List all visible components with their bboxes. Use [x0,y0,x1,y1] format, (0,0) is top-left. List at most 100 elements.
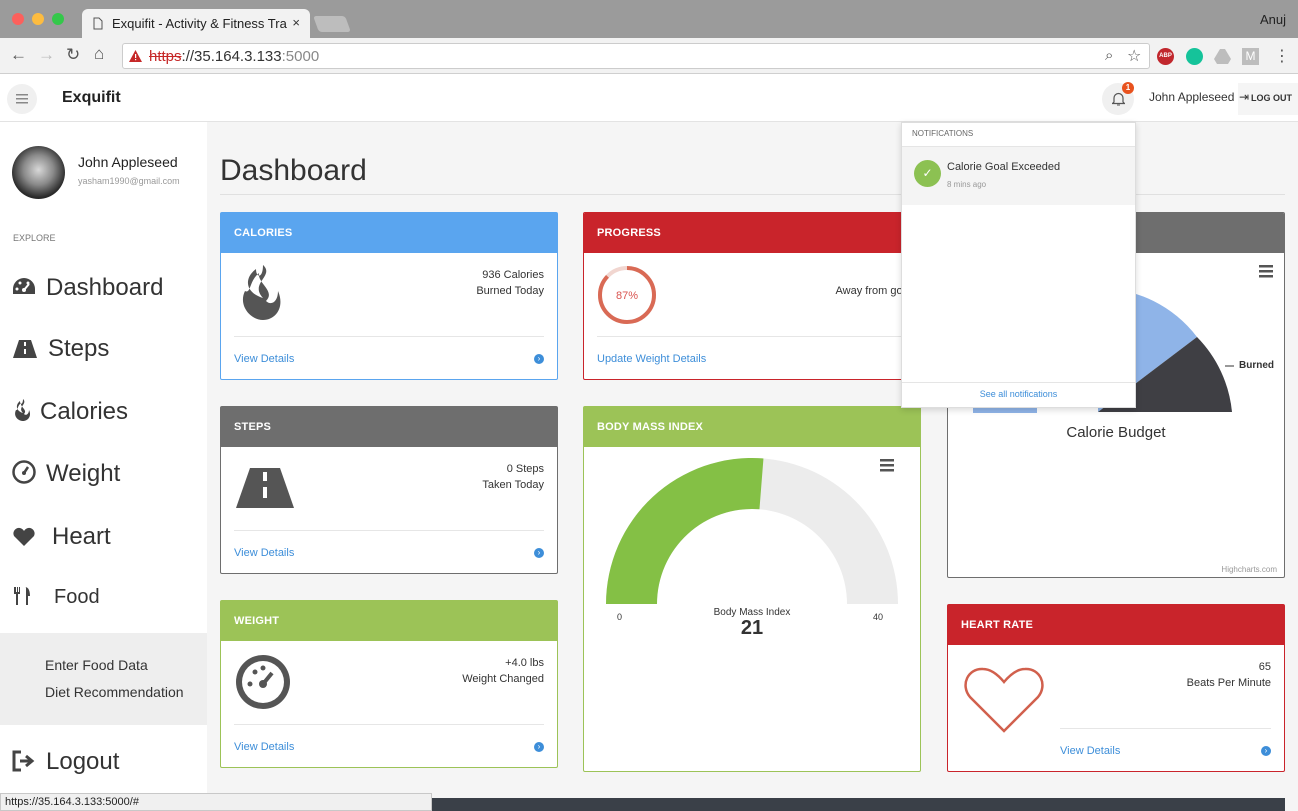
url-scheme: https [149,48,182,65]
bottom-panel-right [765,798,1285,811]
window-close-button[interactable] [12,13,24,25]
browser-tab[interactable]: Exquifit - Activity & Fitness Tra × [82,9,310,38]
calories-caption: Burned Today [476,285,544,297]
card-divider [234,724,544,725]
highcharts-credit[interactable]: Highcharts.com [1221,565,1277,574]
notifications-button[interactable]: 1 [1102,82,1134,115]
sidebar-item-weight[interactable]: Weight [12,460,120,488]
arrow-right-icon[interactable]: › [1261,746,1271,756]
browser-tab-strip: Exquifit - Activity & Fitness Tra × Anuj [0,0,1298,38]
card-divider [597,336,907,337]
progress-card-title: PROGRESS [584,213,920,253]
gauge-min-label: 0 [617,612,623,622]
road-icon [13,340,37,358]
gauge-value-band [606,458,764,604]
weight-card-title: WEIGHT [221,601,557,641]
bookmark-star-icon[interactable]: ☆ [1127,48,1142,65]
avatar[interactable] [12,146,65,199]
url-host: ://35.164.3.133 [181,48,282,65]
steps-caption: Taken Today [482,479,544,491]
url-port: :5000 [281,48,320,65]
update-weight-details-link[interactable]: Update Weight Details [597,353,707,365]
progress-caption: Away from goal weight [835,285,920,297]
divider [902,382,1135,383]
calories-card: CALORIES 936 Calories Burned Today View … [220,212,558,380]
progress-value: 18 lbs [764,267,920,283]
drive-icon[interactable] [1214,48,1231,65]
forward-icon[interactable]: → [38,45,55,64]
arrow-right-icon[interactable]: › [534,742,544,752]
progress-percent: 87% [615,290,639,302]
notifications-header: NOTIFICATIONS [912,129,974,138]
weight-view-details-link[interactable]: View Details [234,741,295,753]
gauge-max-label: 40 [873,612,884,622]
address-bar[interactable]: https://35.164.3.133:5000 [122,43,1150,69]
sidebar: John Appleseed yasham1990@gmail.com EXPL… [0,122,207,811]
notification-title: Calorie Goal Exceeded [947,161,1061,173]
heart-view-details-link[interactable]: View Details [1060,745,1121,757]
brand-logo[interactable]: Exquifit [62,89,121,106]
progress-text: 18 lbs Away from goal weight [764,267,920,299]
app-header: Exquifit 1 John Appleseed ⇥ LOG OUT [0,75,1298,122]
weight-value: +4.0 lbs [505,657,544,669]
heart-icon [13,527,35,546]
calories-value: 936 Calories [482,269,544,281]
steps-view-details-link[interactable]: View Details [234,547,295,559]
chart-menu-icon[interactable] [1259,265,1275,278]
gauge-icon [236,655,290,709]
adblock-icon[interactable]: ABP [1157,48,1174,65]
notification-time: 8 mins ago [947,180,987,189]
notification-item[interactable]: ✓ Calorie Goal Exceeded 8 mins ago [902,147,1135,205]
zoom-icon[interactable]: ⌕ [1105,47,1114,64]
page-title: Dashboard [220,154,367,187]
window-minimize-button[interactable] [32,13,44,25]
warning-icon [129,50,142,62]
grammarly-icon[interactable] [1186,48,1203,65]
steps-value: 0 Steps [506,463,544,475]
chart-menu-icon[interactable] [880,459,896,472]
submenu-diet-recommendation[interactable]: Diet Recommendation [45,684,184,700]
tab-close-icon[interactable]: × [292,15,300,30]
calorie-budget-title: Calorie Budget [1066,424,1166,441]
submenu-enter-food-data[interactable]: Enter Food Data [45,657,148,673]
steps-card: STEPS 0 Steps Taken Today View Details › [220,406,558,574]
sidebar-item-calories[interactable]: Calories [12,398,128,426]
back-icon[interactable]: ← [10,45,27,64]
calories-view-details-link[interactable]: View Details [234,353,295,365]
logout-button[interactable]: ⇥ LOG OUT [1238,83,1298,115]
notifications-dropdown: NOTIFICATIONS ✓ Calorie Goal Exceeded 8 … [901,122,1136,408]
logout-icon: ⇥ [1239,90,1250,104]
logout-icon [12,750,35,772]
heart-rate-value: 65 [1258,661,1271,673]
menu-kebab-icon[interactable]: ⋮ [1274,48,1290,65]
reload-icon[interactable]: ↻ [66,45,81,64]
page-icon [93,17,103,30]
notification-count-badge: 1 [1122,82,1134,94]
header-username[interactable]: John Appleseed [1149,90,1235,104]
road-icon [236,468,294,508]
gmail-icon[interactable]: M [1242,48,1259,65]
arrow-right-icon[interactable]: › [534,354,544,364]
heart-outline-icon [964,667,1044,733]
sidebar-item-heart[interactable]: Heart [12,523,111,551]
sidebar-item-dashboard[interactable]: Dashboard [12,274,163,302]
divider [902,146,1135,147]
budget-bar [973,406,1037,413]
weight-caption: Weight Changed [462,673,544,685]
arrow-right-icon[interactable]: › [534,548,544,558]
sidebar-item-steps[interactable]: Steps [12,335,109,363]
fork-knife-icon [14,587,30,605]
dashboard-icon [13,278,35,294]
sidebar-item-logout[interactable]: Logout [12,748,119,776]
bmi-gauge-chart [606,458,898,604]
window-zoom-button[interactable] [52,13,64,25]
bmi-card: BODY MASS INDEX 0 40 Body Mass Index 21 [583,406,921,772]
sidebar-item-food[interactable]: Food [12,586,100,609]
bmi-card-title: BODY MASS INDEX [584,407,920,447]
food-submenu: Enter Food Data Diet Recommendation [0,633,207,725]
hamburger-menu-icon[interactable] [7,84,37,114]
home-icon[interactable]: ⌂ [94,44,105,63]
new-tab-button[interactable] [313,16,351,32]
see-all-notifications-link[interactable]: See all notifications [979,389,1058,399]
profile-name[interactable]: Anuj [1259,12,1286,27]
